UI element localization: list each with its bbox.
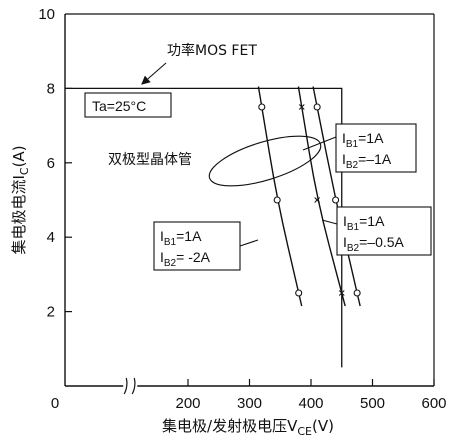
- series3-label-leader: [321, 219, 338, 225]
- series-2-point: [338, 290, 345, 296]
- y-ticks: 2 4 6 8 10: [38, 6, 72, 321]
- series-2-point: [298, 104, 305, 110]
- series-2-curve: [297, 86, 346, 307]
- ta-label: Ta=25°C: [92, 98, 146, 114]
- y-axis-title: 集电极电流IC(A): [10, 145, 31, 254]
- series-3-point: [332, 196, 340, 204]
- ref-label-b1: B1: [346, 139, 359, 150]
- ref-label-leader: [302, 136, 337, 151]
- x-tick-label: 600: [421, 395, 446, 412]
- series-1-curve: [257, 86, 303, 307]
- series-2-point-stroke: [314, 197, 321, 203]
- series1-label-b1: B1: [164, 237, 177, 248]
- x-tick-label: 0: [51, 395, 59, 412]
- ta-label-box: [84, 92, 172, 118]
- series3-label-v1: =1A: [359, 213, 385, 229]
- series1-label-leader: [239, 239, 259, 247]
- y-tick-label: 6: [47, 155, 55, 172]
- series-group: [257, 86, 361, 307]
- x-tick-label: 200: [175, 395, 200, 412]
- y-tick-label: 4: [47, 229, 55, 246]
- mosfet-label: 功率MOS FET: [167, 42, 257, 59]
- series1-label-v1: =1A: [176, 228, 202, 244]
- series-2-point: [314, 197, 321, 203]
- series-1-point: [295, 289, 303, 297]
- x-axis-title-sub: CE: [297, 425, 312, 438]
- series3-label-v2: =–0.5A: [359, 234, 404, 250]
- series-1-point: [273, 196, 281, 204]
- x-ticks: 0 200 300 400 500 600: [51, 379, 447, 412]
- y-tick-label: 10: [38, 6, 55, 23]
- x-axis-break: [123, 376, 138, 396]
- y-axis-title-unit: (A): [10, 145, 28, 167]
- mosfet-label-arrow: [141, 62, 167, 85]
- ref-label-box: [335, 123, 417, 173]
- x-tick-label: 400: [298, 395, 323, 412]
- x-axis-title-unit: (V): [312, 417, 334, 435]
- ref-label-v2: =–1A: [358, 151, 392, 167]
- x-tick-label: 300: [237, 395, 262, 412]
- y-axis-title-sub: C: [18, 167, 31, 175]
- bjt-ellipse: [208, 135, 322, 187]
- series1-label-b2: B2: [164, 258, 177, 269]
- ref-label-line1: IB1=1A: [342, 130, 384, 150]
- series3-label-line2: IB2=–0.5A: [343, 234, 405, 254]
- x-tick-label: 500: [360, 395, 385, 412]
- x-axis-break-stroke-1: [123, 377, 128, 395]
- mosfet-boundary-line: [65, 87, 343, 368]
- bjt-label: 双极型晶体管: [108, 152, 192, 168]
- y-tick-label: 2: [47, 304, 55, 321]
- series3-label-box: [336, 206, 432, 256]
- x-axis-title-main: 集电极/发射极电压V: [162, 417, 298, 435]
- y-tick-label: 8: [47, 80, 55, 97]
- series1-label-box: [153, 221, 241, 271]
- series1-label-v2: = -2A: [176, 249, 211, 265]
- x-axis-title: 集电极/发射极电压VCE(V): [162, 417, 334, 438]
- ref-label-v1: =1A: [358, 130, 384, 146]
- y-axis-title-main: 集电极电流I: [10, 175, 28, 254]
- series-2-point-stroke: [298, 104, 305, 110]
- series-3-point: [353, 289, 361, 297]
- x-axis-break-stroke-2: [131, 377, 136, 395]
- series3-label-b2: B2: [347, 243, 360, 254]
- series3-label-b1: B1: [347, 222, 360, 233]
- series-1-point: [258, 103, 266, 111]
- ref-label-b2: B2: [346, 160, 359, 171]
- series-3-point: [313, 103, 321, 111]
- series-2-point-stroke: [338, 290, 345, 296]
